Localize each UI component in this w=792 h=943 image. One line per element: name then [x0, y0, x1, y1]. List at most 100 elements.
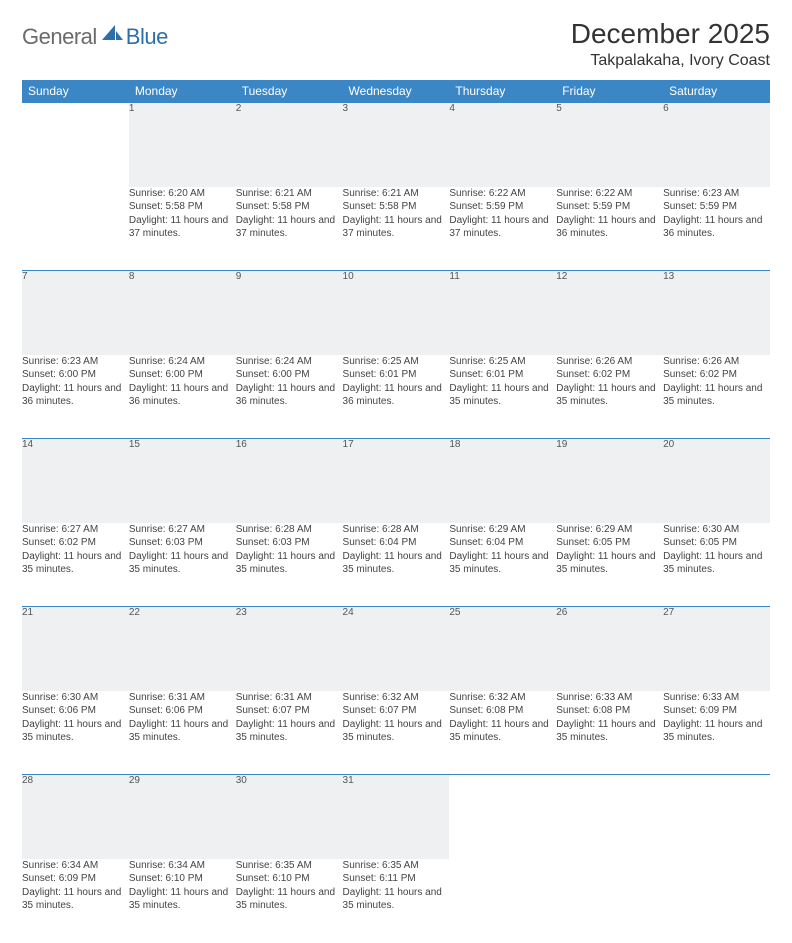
day-detail-cell: Sunrise: 6:22 AMSunset: 5:59 PMDaylight:… — [449, 187, 556, 271]
daylight-line: Daylight: 11 hours and 35 minutes. — [129, 886, 236, 913]
day-detail-cell: Sunrise: 6:22 AMSunset: 5:59 PMDaylight:… — [556, 187, 663, 271]
day-number-cell: 20 — [663, 439, 770, 523]
day-number-cell: 7 — [22, 271, 129, 355]
day-detail-cell: Sunrise: 6:24 AMSunset: 6:00 PMDaylight:… — [129, 355, 236, 439]
day-detail-cell — [22, 187, 129, 271]
day-detail-cell: Sunrise: 6:30 AMSunset: 6:05 PMDaylight:… — [663, 523, 770, 607]
day-detail-cell: Sunrise: 6:29 AMSunset: 6:05 PMDaylight:… — [556, 523, 663, 607]
sunset-line: Sunset: 6:06 PM — [129, 704, 236, 718]
day-number-cell: 22 — [129, 607, 236, 691]
sunrise-line: Sunrise: 6:23 AM — [22, 355, 129, 369]
day-detail-cell: Sunrise: 6:28 AMSunset: 6:03 PMDaylight:… — [236, 523, 343, 607]
sunset-line: Sunset: 6:05 PM — [556, 536, 663, 550]
day-detail-row: Sunrise: 6:23 AMSunset: 6:00 PMDaylight:… — [22, 355, 770, 439]
daylight-line: Daylight: 11 hours and 35 minutes. — [556, 382, 663, 409]
day-number-cell — [556, 775, 663, 859]
day-detail-cell: Sunrise: 6:26 AMSunset: 6:02 PMDaylight:… — [556, 355, 663, 439]
sunrise-line: Sunrise: 6:27 AM — [22, 523, 129, 537]
sunrise-line: Sunrise: 6:25 AM — [449, 355, 556, 369]
day-number-cell: 1 — [129, 103, 236, 187]
day-number-cell: 30 — [236, 775, 343, 859]
month-title: December 2025 — [571, 18, 770, 50]
sunrise-line: Sunrise: 6:25 AM — [343, 355, 450, 369]
daylight-line: Daylight: 11 hours and 35 minutes. — [236, 886, 343, 913]
day-number-row: 123456 — [22, 103, 770, 187]
sunrise-line: Sunrise: 6:22 AM — [449, 187, 556, 201]
sunrise-line: Sunrise: 6:26 AM — [556, 355, 663, 369]
sunset-line: Sunset: 6:00 PM — [22, 368, 129, 382]
sunset-line: Sunset: 6:10 PM — [129, 872, 236, 886]
sunrise-line: Sunrise: 6:29 AM — [556, 523, 663, 537]
daylight-line: Daylight: 11 hours and 35 minutes. — [129, 718, 236, 745]
sunset-line: Sunset: 6:00 PM — [236, 368, 343, 382]
daylight-line: Daylight: 11 hours and 35 minutes. — [556, 718, 663, 745]
daylight-line: Daylight: 11 hours and 37 minutes. — [236, 214, 343, 241]
day-detail-cell: Sunrise: 6:31 AMSunset: 6:06 PMDaylight:… — [129, 691, 236, 775]
day-number-cell: 29 — [129, 775, 236, 859]
day-detail-cell: Sunrise: 6:25 AMSunset: 6:01 PMDaylight:… — [449, 355, 556, 439]
day-number-row: 21222324252627 — [22, 607, 770, 691]
day-detail-row: Sunrise: 6:30 AMSunset: 6:06 PMDaylight:… — [22, 691, 770, 775]
sunrise-line: Sunrise: 6:22 AM — [556, 187, 663, 201]
daylight-line: Daylight: 11 hours and 36 minutes. — [129, 382, 236, 409]
daylight-line: Daylight: 11 hours and 35 minutes. — [663, 382, 770, 409]
day-number-cell: 23 — [236, 607, 343, 691]
daylight-line: Daylight: 11 hours and 36 minutes. — [22, 382, 129, 409]
day-detail-cell: Sunrise: 6:33 AMSunset: 6:09 PMDaylight:… — [663, 691, 770, 775]
sunrise-line: Sunrise: 6:20 AM — [129, 187, 236, 201]
day-detail-row: Sunrise: 6:27 AMSunset: 6:02 PMDaylight:… — [22, 523, 770, 607]
sunrise-line: Sunrise: 6:31 AM — [236, 691, 343, 705]
day-number-cell: 11 — [449, 271, 556, 355]
day-number-cell: 12 — [556, 271, 663, 355]
daylight-line: Daylight: 11 hours and 37 minutes. — [449, 214, 556, 241]
weekday-header: Tuesday — [236, 80, 343, 103]
weekday-header-row: Sunday Monday Tuesday Wednesday Thursday… — [22, 80, 770, 103]
sunset-line: Sunset: 6:11 PM — [343, 872, 450, 886]
daylight-line: Daylight: 11 hours and 35 minutes. — [556, 550, 663, 577]
sunrise-line: Sunrise: 6:24 AM — [236, 355, 343, 369]
day-detail-cell: Sunrise: 6:35 AMSunset: 6:10 PMDaylight:… — [236, 859, 343, 943]
day-detail-cell: Sunrise: 6:34 AMSunset: 6:10 PMDaylight:… — [129, 859, 236, 943]
day-number-cell: 18 — [449, 439, 556, 523]
sunset-line: Sunset: 5:58 PM — [129, 200, 236, 214]
daylight-line: Daylight: 11 hours and 37 minutes. — [343, 214, 450, 241]
logo-text-general: General — [22, 24, 97, 50]
day-detail-cell — [663, 859, 770, 943]
day-number-cell: 14 — [22, 439, 129, 523]
day-number-cell: 19 — [556, 439, 663, 523]
daylight-line: Daylight: 11 hours and 35 minutes. — [663, 550, 770, 577]
day-number-cell: 26 — [556, 607, 663, 691]
day-number-cell: 10 — [343, 271, 450, 355]
day-number-cell: 6 — [663, 103, 770, 187]
day-number-cell: 27 — [663, 607, 770, 691]
sunrise-line: Sunrise: 6:32 AM — [343, 691, 450, 705]
sunset-line: Sunset: 5:59 PM — [556, 200, 663, 214]
daylight-line: Daylight: 11 hours and 36 minutes. — [343, 382, 450, 409]
day-detail-cell: Sunrise: 6:27 AMSunset: 6:02 PMDaylight:… — [22, 523, 129, 607]
sunrise-line: Sunrise: 6:33 AM — [663, 691, 770, 705]
header: General Blue December 2025 Takpalakaha, … — [22, 18, 770, 70]
sunrise-line: Sunrise: 6:30 AM — [663, 523, 770, 537]
day-detail-cell: Sunrise: 6:21 AMSunset: 5:58 PMDaylight:… — [236, 187, 343, 271]
day-number-cell: 13 — [663, 271, 770, 355]
day-detail-cell: Sunrise: 6:26 AMSunset: 6:02 PMDaylight:… — [663, 355, 770, 439]
day-detail-cell — [449, 859, 556, 943]
sunset-line: Sunset: 6:02 PM — [663, 368, 770, 382]
day-detail-cell — [556, 859, 663, 943]
day-detail-cell: Sunrise: 6:31 AMSunset: 6:07 PMDaylight:… — [236, 691, 343, 775]
weekday-header: Sunday — [22, 80, 129, 103]
day-number-row: 28293031 — [22, 775, 770, 859]
sunset-line: Sunset: 6:07 PM — [343, 704, 450, 718]
sunset-line: Sunset: 6:09 PM — [663, 704, 770, 718]
sunrise-line: Sunrise: 6:34 AM — [22, 859, 129, 873]
day-detail-cell: Sunrise: 6:21 AMSunset: 5:58 PMDaylight:… — [343, 187, 450, 271]
day-detail-cell: Sunrise: 6:28 AMSunset: 6:04 PMDaylight:… — [343, 523, 450, 607]
sunrise-line: Sunrise: 6:35 AM — [343, 859, 450, 873]
logo-sail-icon — [102, 23, 124, 46]
day-number-cell: 4 — [449, 103, 556, 187]
day-detail-cell: Sunrise: 6:24 AMSunset: 6:00 PMDaylight:… — [236, 355, 343, 439]
sunrise-line: Sunrise: 6:24 AM — [129, 355, 236, 369]
day-detail-cell: Sunrise: 6:32 AMSunset: 6:08 PMDaylight:… — [449, 691, 556, 775]
logo-text-blue: Blue — [126, 24, 168, 50]
sunrise-line: Sunrise: 6:32 AM — [449, 691, 556, 705]
